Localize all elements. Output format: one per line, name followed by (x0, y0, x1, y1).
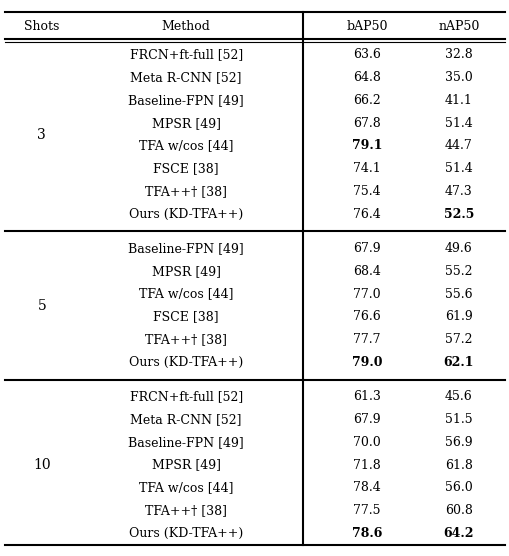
Text: nAP50: nAP50 (437, 20, 479, 33)
Text: TFA w/cos [44]: TFA w/cos [44] (138, 140, 233, 152)
Text: 79.1: 79.1 (351, 140, 382, 152)
Text: 77.5: 77.5 (353, 504, 380, 517)
Text: 51.4: 51.4 (444, 117, 472, 130)
Text: 61.3: 61.3 (353, 390, 380, 403)
Text: 44.7: 44.7 (444, 140, 472, 152)
Text: 76.6: 76.6 (353, 310, 380, 324)
Text: 35.0: 35.0 (444, 71, 472, 84)
Text: Method: Method (161, 20, 210, 33)
Text: 67.8: 67.8 (353, 117, 380, 130)
Text: TFA w/cos [44]: TFA w/cos [44] (138, 287, 233, 301)
Text: Baseline-FPN [49]: Baseline-FPN [49] (128, 436, 243, 449)
Text: 63.6: 63.6 (353, 48, 380, 61)
Text: 68.4: 68.4 (353, 265, 380, 278)
Text: 61.8: 61.8 (444, 459, 472, 471)
Text: 55.2: 55.2 (444, 265, 472, 278)
Text: Shots: Shots (24, 20, 60, 33)
Text: Meta R-CNN [52]: Meta R-CNN [52] (130, 71, 241, 84)
Text: 49.6: 49.6 (444, 242, 472, 255)
Text: MPSR [49]: MPSR [49] (151, 117, 220, 130)
Text: TFA++† [38]: TFA++† [38] (145, 185, 227, 198)
Text: 70.0: 70.0 (353, 436, 380, 449)
Text: 47.3: 47.3 (444, 185, 472, 198)
Text: 76.4: 76.4 (353, 208, 380, 221)
Text: 75.4: 75.4 (353, 185, 380, 198)
Text: 56.9: 56.9 (444, 436, 472, 449)
Text: Meta R-CNN [52]: Meta R-CNN [52] (130, 413, 241, 426)
Text: FRCN+ft-full [52]: FRCN+ft-full [52] (129, 390, 242, 403)
Text: 71.8: 71.8 (353, 459, 380, 471)
Text: 79.0: 79.0 (351, 356, 382, 369)
Text: 51.4: 51.4 (444, 162, 472, 175)
Text: 60.8: 60.8 (444, 504, 472, 517)
Text: TFA w/cos [44]: TFA w/cos [44] (138, 481, 233, 494)
Text: 5: 5 (37, 299, 46, 312)
Text: Ours (KD-TFA++): Ours (KD-TFA++) (129, 356, 243, 369)
Text: 77.0: 77.0 (353, 287, 380, 301)
Text: 78.4: 78.4 (353, 481, 380, 494)
Text: 64.8: 64.8 (353, 71, 380, 84)
Text: bAP50: bAP50 (346, 20, 387, 33)
Text: 56.0: 56.0 (444, 481, 472, 494)
Text: 62.1: 62.1 (443, 356, 473, 369)
Text: Ours (KD-TFA++): Ours (KD-TFA++) (129, 208, 243, 221)
Text: 51.5: 51.5 (444, 413, 472, 426)
Text: 67.9: 67.9 (353, 413, 380, 426)
Text: 41.1: 41.1 (444, 94, 472, 107)
Text: TFA++† [38]: TFA++† [38] (145, 504, 227, 517)
Text: 10: 10 (33, 458, 50, 472)
Text: 32.8: 32.8 (444, 48, 472, 61)
Text: MPSR [49]: MPSR [49] (151, 459, 220, 471)
Text: 3: 3 (37, 127, 46, 142)
Text: 77.7: 77.7 (353, 333, 380, 346)
Text: 74.1: 74.1 (353, 162, 380, 175)
Text: Baseline-FPN [49]: Baseline-FPN [49] (128, 242, 243, 255)
Text: 61.9: 61.9 (444, 310, 472, 324)
Text: 67.9: 67.9 (353, 242, 380, 255)
Text: 55.6: 55.6 (444, 287, 472, 301)
Text: 57.2: 57.2 (444, 333, 472, 346)
Text: 64.2: 64.2 (443, 527, 473, 540)
Text: 45.6: 45.6 (444, 390, 472, 403)
Text: 66.2: 66.2 (353, 94, 380, 107)
Text: FSCE [38]: FSCE [38] (153, 310, 218, 324)
Text: FSCE [38]: FSCE [38] (153, 162, 218, 175)
Text: MPSR [49]: MPSR [49] (151, 265, 220, 278)
Text: TFA++† [38]: TFA++† [38] (145, 333, 227, 346)
Text: 78.6: 78.6 (351, 527, 382, 540)
Text: FRCN+ft-full [52]: FRCN+ft-full [52] (129, 48, 242, 61)
Text: 52.5: 52.5 (443, 208, 473, 221)
Text: Baseline-FPN [49]: Baseline-FPN [49] (128, 94, 243, 107)
Text: Ours (KD-TFA++): Ours (KD-TFA++) (129, 527, 243, 540)
